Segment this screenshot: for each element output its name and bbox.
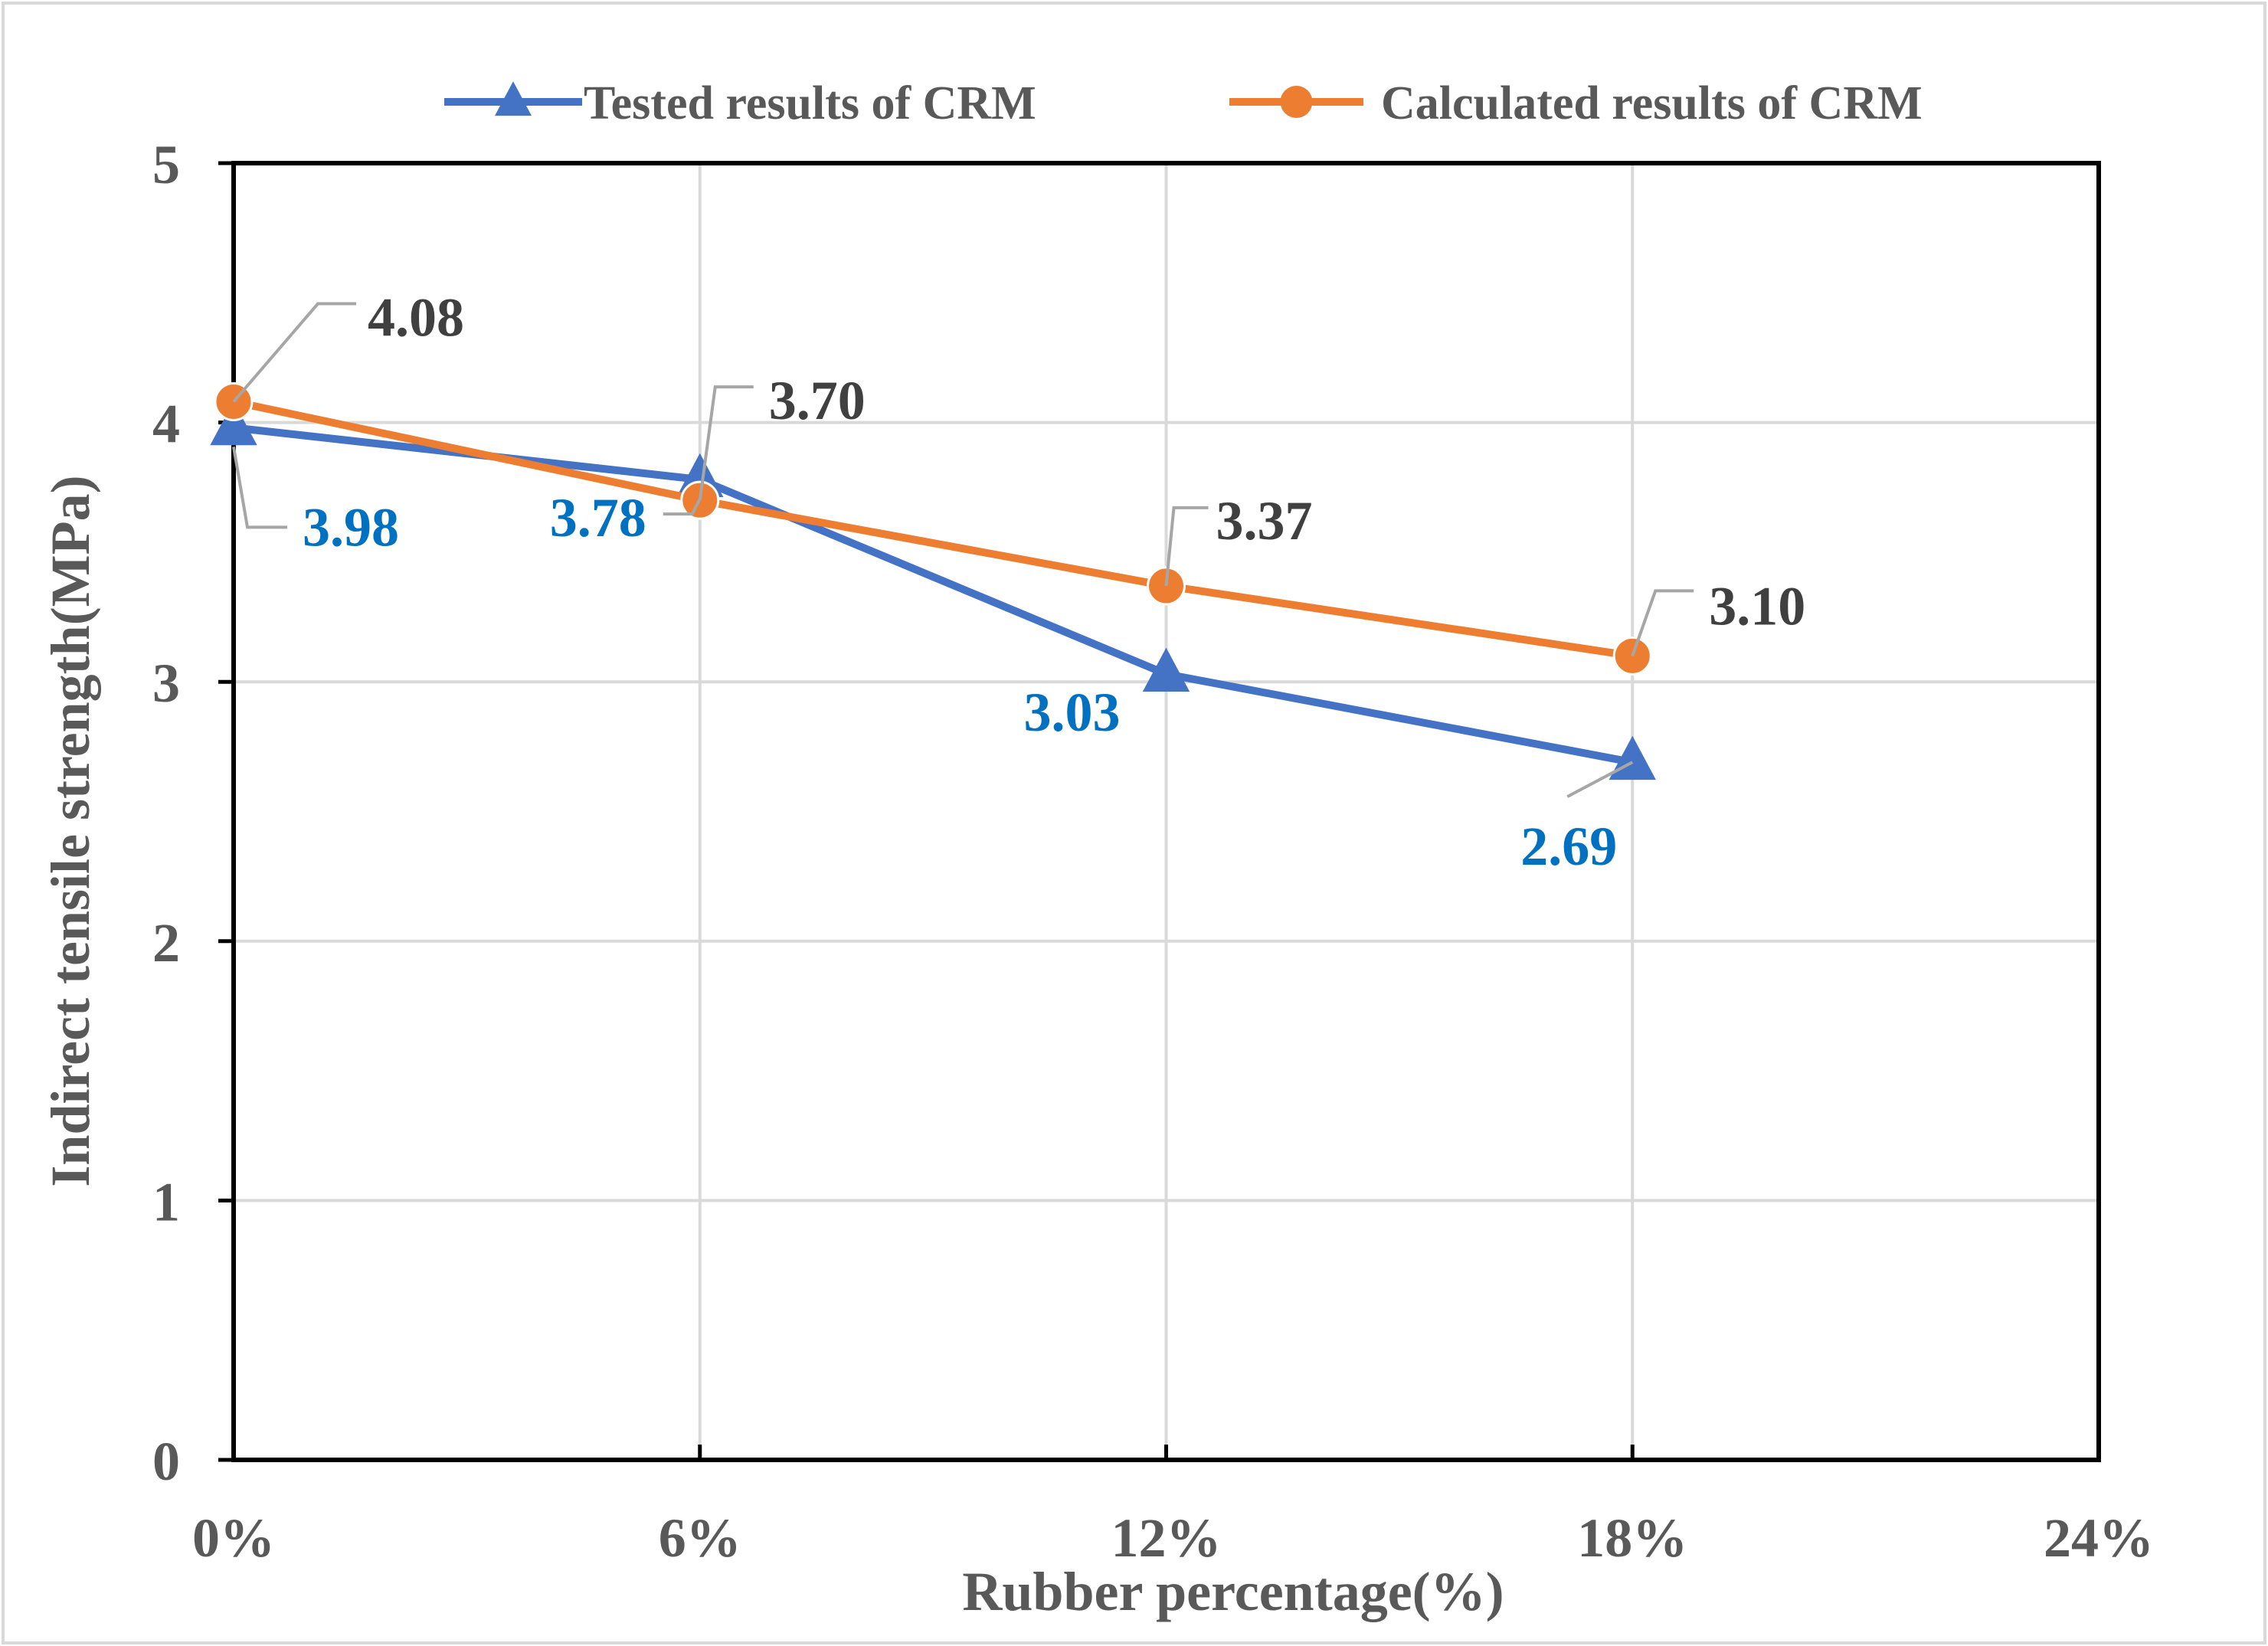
tested-data-label: 3.78 [550, 487, 646, 548]
data-label-leader [232, 302, 356, 403]
tested-point-marker [1142, 647, 1190, 692]
data-label-leader [698, 385, 754, 501]
y-tick-label: 0 [152, 1431, 180, 1492]
tested-point-marker [210, 401, 257, 446]
data-label-leader [1566, 761, 1634, 798]
calculated-data-label: 3.37 [1216, 490, 1313, 551]
y-tick-label: 4 [152, 394, 180, 455]
series-line-calculated [232, 398, 1633, 660]
tested-data-label: 3.98 [303, 496, 399, 558]
legend-label-calculated: Calculated results of CRM [1381, 77, 1923, 129]
data-labels: 3.98 3.78 3.03 2.69 4.08 3.70 3.37 3.10 [232, 287, 1805, 877]
legend-circle-icon [1280, 86, 1313, 118]
tested-data-label: 3.03 [1024, 682, 1121, 743]
x-tick-label: 12% [1111, 1507, 1222, 1569]
x-tick-label: 18% [1577, 1507, 1687, 1569]
legend: Tested results of CRM Calculated results … [444, 77, 1923, 129]
series [210, 382, 1656, 780]
data-label-leader [1164, 506, 1209, 587]
y-tick-label: 5 [152, 134, 180, 195]
data-label-leader [663, 498, 702, 516]
x-axis-title: Rubber percentage(%) [962, 1561, 1504, 1622]
legend-label-tested: Tested results of CRM [584, 77, 1036, 129]
tick-labels: 0 1 2 3 4 5 0% 6% 12% 18% 24% [152, 134, 2154, 1569]
calculated-data-label: 3.10 [1709, 575, 1805, 636]
tested-data-label: 2.69 [1520, 816, 1617, 877]
y-tick-label: 1 [152, 1171, 180, 1232]
y-axis-title: Indirect tensile strength(MPa) [40, 475, 101, 1186]
x-tick-label: 24% [2044, 1507, 2154, 1569]
calculated-data-label: 4.08 [368, 287, 464, 349]
axes [218, 161, 2101, 1462]
data-label-leader [232, 447, 287, 529]
data-label-leader [1631, 589, 1694, 657]
x-tick-label: 0% [192, 1507, 275, 1569]
legend-triangle-icon [495, 81, 532, 116]
y-tick-label: 2 [152, 912, 180, 974]
x-tick-label: 6% [659, 1507, 741, 1569]
calculated-data-label: 3.70 [769, 370, 866, 431]
y-tick-label: 3 [152, 653, 180, 714]
